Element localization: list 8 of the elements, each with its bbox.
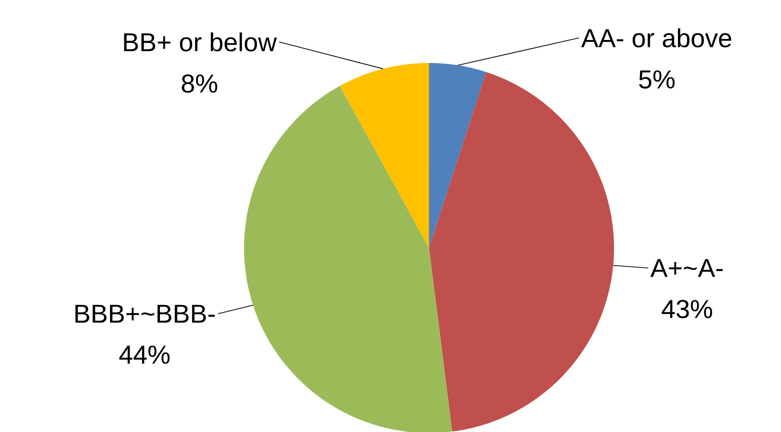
data-label: 5% [639, 70, 675, 89]
slice-label: BBB+~BBB- [75, 304, 215, 323]
data-label: 44% [119, 346, 170, 364]
slice-label: BB+ or below [124, 32, 277, 52]
data-label: 43% [662, 300, 712, 318]
slice-label: A+~A- [650, 259, 723, 277]
data-label: 8% [182, 74, 218, 93]
slice-label: AA- or above [581, 28, 732, 48]
